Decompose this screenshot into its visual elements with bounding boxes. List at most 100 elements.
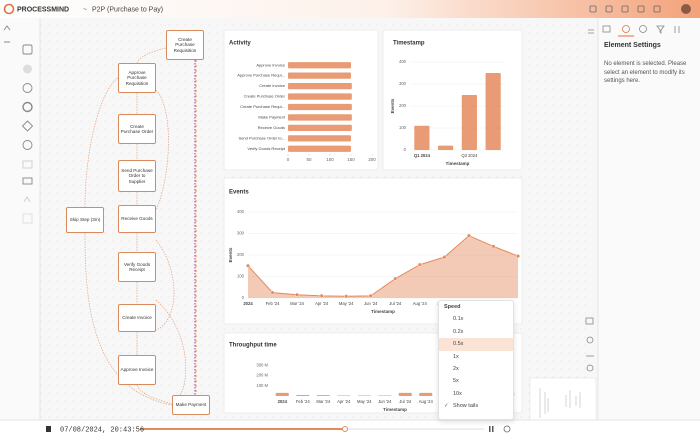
avatar[interactable] — [681, 4, 691, 14]
panel-title: Element Settings — [604, 42, 661, 49]
y-tick-label: 200 — [237, 252, 245, 257]
y-tick-label: Verify Goods Receipt — [247, 146, 285, 151]
y-tick-label: 0 — [242, 295, 245, 300]
bar — [288, 114, 352, 121]
stop-button[interactable] — [46, 426, 51, 432]
process-node[interactable]: Create Invoice — [118, 304, 156, 332]
x-tick-label: Feb '24 — [266, 301, 281, 306]
y-tick-label: Create Purchase Order — [244, 94, 286, 99]
process-node[interactable]: Receive Goods — [118, 205, 156, 233]
y-tick-label: 100 M — [256, 383, 268, 388]
x-tick-label: May '24 — [357, 399, 372, 404]
bar — [288, 145, 351, 152]
x-tick-label: Q3 2024 — [461, 153, 478, 158]
x-tick-label: Jul '24 — [389, 301, 402, 306]
chart-title: Events — [229, 190, 249, 196]
bar — [316, 395, 330, 396]
speed-option[interactable]: 1x — [453, 353, 459, 360]
point — [319, 293, 324, 298]
x-tick-label: 0 — [287, 157, 290, 162]
process-node[interactable]: Make Payment — [172, 395, 210, 415]
x-tick-label: 2024 — [243, 301, 253, 306]
y-tick-label: 400 — [399, 59, 407, 64]
x-tick-label: Q1 2024 — [414, 153, 431, 158]
area-fill — [248, 235, 518, 298]
top-bar — [0, 0, 700, 18]
y-tick-label: 0 — [404, 147, 407, 152]
x-tick-label: 100 — [326, 157, 334, 162]
x-tick-label: Jun '24 — [364, 301, 378, 306]
bar — [296, 394, 310, 396]
speed-option[interactable]: 0.5x — [439, 338, 513, 351]
y-tick-label: Create Purchase Requi... — [240, 104, 285, 109]
app-name: PROCESSMIND — [17, 6, 69, 13]
bar — [419, 392, 433, 396]
point — [466, 233, 471, 238]
speed-option[interactable]: 10x — [453, 390, 462, 397]
y-tick-label: 200 — [399, 103, 407, 108]
point — [417, 262, 422, 267]
speed-option[interactable]: 2x — [453, 365, 459, 372]
y-tick-label: 300 M — [256, 362, 268, 367]
x-tick-label: 50 — [306, 157, 312, 162]
point — [368, 293, 373, 298]
x-axis-label: Timestamp — [446, 161, 470, 166]
y-tick-label: Receive Goods — [258, 125, 285, 130]
timestamp: 07/08/2024, 20:43:56 — [60, 426, 144, 434]
x-tick-label: Apr '24 — [337, 399, 351, 404]
y-axis-label: Events — [228, 247, 233, 262]
panel-message: No element is selected. Please select an… — [604, 61, 687, 84]
logo — [3, 3, 15, 15]
process-node[interactable]: Approve Invoice — [118, 355, 156, 385]
y-tick-label: Make Payment — [258, 115, 286, 120]
x-tick-label: May '24 — [339, 301, 354, 306]
process-node[interactable]: Verify Goods Receipt — [118, 252, 156, 282]
chart-title: Throughput time — [229, 343, 277, 349]
bar — [357, 395, 371, 396]
project-name[interactable]: P2P (Purchase to Pay) — [92, 6, 163, 13]
show-tails-toggle[interactable]: Show tails ✓ — [439, 400, 513, 412]
point — [442, 255, 447, 260]
bar — [461, 95, 477, 150]
speed-option[interactable]: 0.2x — [453, 328, 464, 335]
bar — [275, 392, 289, 396]
bar — [485, 73, 501, 150]
bar — [337, 395, 351, 396]
process-node[interactable]: Create Purchase Order — [118, 114, 156, 144]
x-tick-label: Mar '24 — [290, 301, 305, 306]
process-node[interactable]: Send Purchase Order to Supplier — [118, 160, 156, 192]
point — [344, 294, 349, 299]
x-tick-label: Jun '24 — [378, 399, 392, 404]
process-node[interactable]: Approve Purchase Requisition — [118, 63, 156, 93]
bar — [378, 395, 392, 396]
bar — [288, 135, 351, 142]
process-node[interactable]: Skip Step (3m) — [66, 207, 104, 233]
checkmark: ✓ — [444, 403, 449, 410]
bar — [288, 103, 352, 111]
x-tick-label: Feb '24 — [296, 399, 311, 404]
separator: ~ — [83, 6, 87, 13]
point — [393, 276, 398, 281]
speed-menu: Speed 0.1x 0.2x 0.5x 1x 2x 5x 10x Show tails ✓ — [438, 300, 514, 420]
x-axis-label: Timestamp — [371, 309, 395, 314]
speed-option[interactable]: 5x — [453, 378, 459, 385]
chart-title: Timestamp — [393, 41, 425, 47]
y-tick-label: Create Invoice — [259, 83, 286, 88]
bar — [288, 72, 351, 79]
line — [247, 235, 519, 297]
point — [270, 290, 275, 295]
x-tick-label: 2024 — [278, 399, 288, 404]
x-tick-label: Apr '24 — [315, 301, 329, 306]
point — [245, 263, 250, 268]
y-tick-label: 200 M — [256, 373, 268, 378]
y-tick-label: 100 — [399, 125, 407, 130]
point — [491, 244, 496, 249]
speed-option[interactable]: 0.1x — [453, 316, 464, 323]
bar — [414, 125, 430, 150]
process-node[interactable]: Create Purchase Requisition — [166, 30, 204, 60]
y-tick-label: 400 — [237, 209, 245, 214]
x-axis-label: Timestamp — [383, 407, 407, 412]
bar — [288, 93, 352, 100]
